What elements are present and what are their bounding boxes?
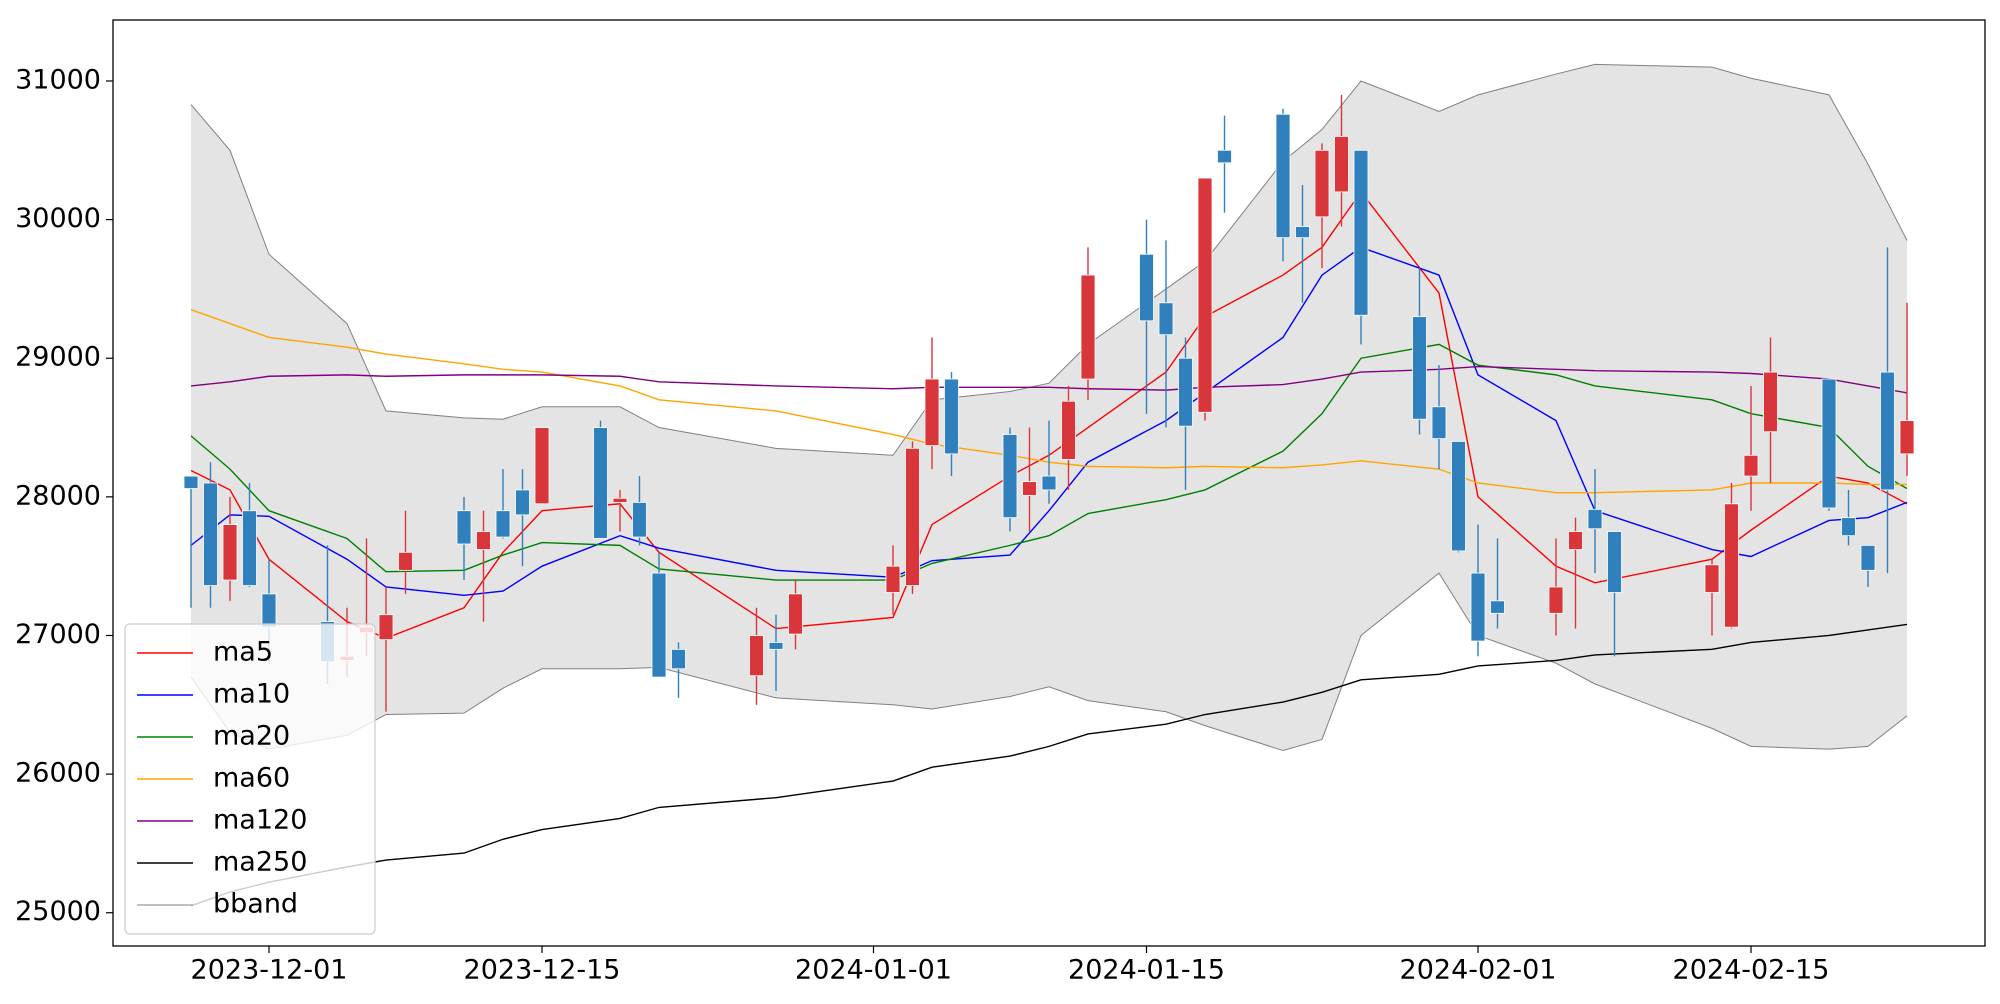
x-tick-label: 2024-02-01 bbox=[1400, 955, 1557, 986]
candle-body bbox=[944, 378, 959, 455]
x-tick-label: 2023-12-01 bbox=[191, 955, 348, 986]
candle-body bbox=[456, 510, 472, 545]
y-tick-label: 25000 bbox=[15, 896, 101, 927]
candle-body bbox=[1490, 600, 1505, 614]
candle-body bbox=[885, 565, 901, 593]
candle-body bbox=[1295, 226, 1310, 239]
axes-frame bbox=[112, 19, 1986, 947]
legend-label: ma120 bbox=[213, 805, 307, 836]
legend-box bbox=[124, 623, 376, 935]
candle-body bbox=[1704, 564, 1720, 593]
candle-body bbox=[749, 635, 764, 677]
plot-area bbox=[183, 63, 1915, 907]
candle-body bbox=[242, 510, 257, 586]
y-tick-label: 30000 bbox=[15, 203, 101, 234]
candle-body bbox=[768, 642, 784, 650]
candle-body bbox=[1431, 406, 1447, 440]
x-tick-label: 2024-01-01 bbox=[795, 955, 952, 986]
candle-body bbox=[1158, 302, 1174, 336]
candle-body bbox=[1724, 503, 1739, 628]
candle-body bbox=[515, 489, 530, 516]
legend-label: bband bbox=[213, 889, 298, 920]
candle-body bbox=[1022, 481, 1037, 496]
candle-body bbox=[1821, 378, 1837, 509]
candle-body bbox=[1353, 149, 1369, 316]
candle-body bbox=[183, 475, 199, 489]
candle-body bbox=[1080, 274, 1096, 380]
band-upper bbox=[190, 63, 1908, 456]
legend-label: ma250 bbox=[213, 847, 307, 878]
candle-body bbox=[1763, 371, 1778, 433]
candle-body bbox=[1743, 454, 1759, 477]
x-tick-label: 2024-02-15 bbox=[1673, 955, 1830, 986]
candle-body bbox=[222, 524, 238, 581]
candle-body bbox=[1139, 253, 1154, 322]
candle-body bbox=[1860, 544, 1876, 571]
legend-label: ma10 bbox=[213, 679, 290, 710]
candle-body bbox=[203, 482, 218, 586]
y-tick-label: 26000 bbox=[15, 758, 101, 789]
y-tick-label: 29000 bbox=[15, 342, 101, 373]
candle-body bbox=[1880, 371, 1895, 491]
candle-body bbox=[1899, 420, 1915, 455]
x-tick-label: 2023-12-15 bbox=[464, 955, 621, 986]
x-tick-label: 2024-01-15 bbox=[1068, 955, 1225, 986]
candle-body bbox=[1451, 441, 1466, 552]
candle-body bbox=[1275, 113, 1291, 239]
candle-body bbox=[495, 510, 511, 538]
line bbox=[190, 343, 1908, 581]
candle-body bbox=[651, 572, 667, 678]
candle-body bbox=[1334, 136, 1349, 193]
candle-body bbox=[1412, 316, 1427, 420]
candle-body bbox=[1217, 149, 1232, 164]
candle-body bbox=[1470, 572, 1486, 642]
candle-body bbox=[398, 551, 413, 571]
candle-body bbox=[1607, 531, 1622, 593]
legend-label: ma60 bbox=[213, 763, 290, 794]
legend-label: ma20 bbox=[213, 721, 290, 752]
candle-body bbox=[1841, 517, 1856, 537]
candle-body bbox=[632, 502, 647, 538]
candle-body bbox=[1197, 177, 1213, 413]
candle-body bbox=[1314, 149, 1330, 218]
candle-body bbox=[788, 593, 803, 635]
candle-body bbox=[1041, 475, 1057, 491]
candle-body bbox=[593, 427, 608, 539]
candle-body bbox=[1548, 586, 1564, 614]
candle-body bbox=[1002, 434, 1018, 519]
candle-body bbox=[1178, 357, 1193, 427]
legend-label: ma5 bbox=[213, 637, 273, 668]
candle-body bbox=[671, 648, 686, 670]
candle-body bbox=[261, 593, 277, 628]
y-tick-label: 27000 bbox=[15, 619, 101, 650]
candle-body bbox=[1587, 508, 1603, 530]
candle-body bbox=[476, 531, 491, 550]
candle-body bbox=[612, 497, 628, 503]
y-tick-label: 31000 bbox=[15, 64, 101, 95]
candle-body bbox=[378, 614, 394, 641]
band-lower bbox=[190, 572, 1908, 752]
candle-body bbox=[534, 427, 550, 505]
candle-body bbox=[905, 447, 920, 586]
candle-body bbox=[1061, 400, 1076, 460]
candle-body bbox=[924, 378, 940, 446]
candle-body bbox=[1568, 531, 1583, 550]
y-tick-label: 28000 bbox=[15, 480, 101, 511]
legend: ma5 ma10 ma20 ma60 ma120 ma250 bband bbox=[124, 623, 376, 935]
